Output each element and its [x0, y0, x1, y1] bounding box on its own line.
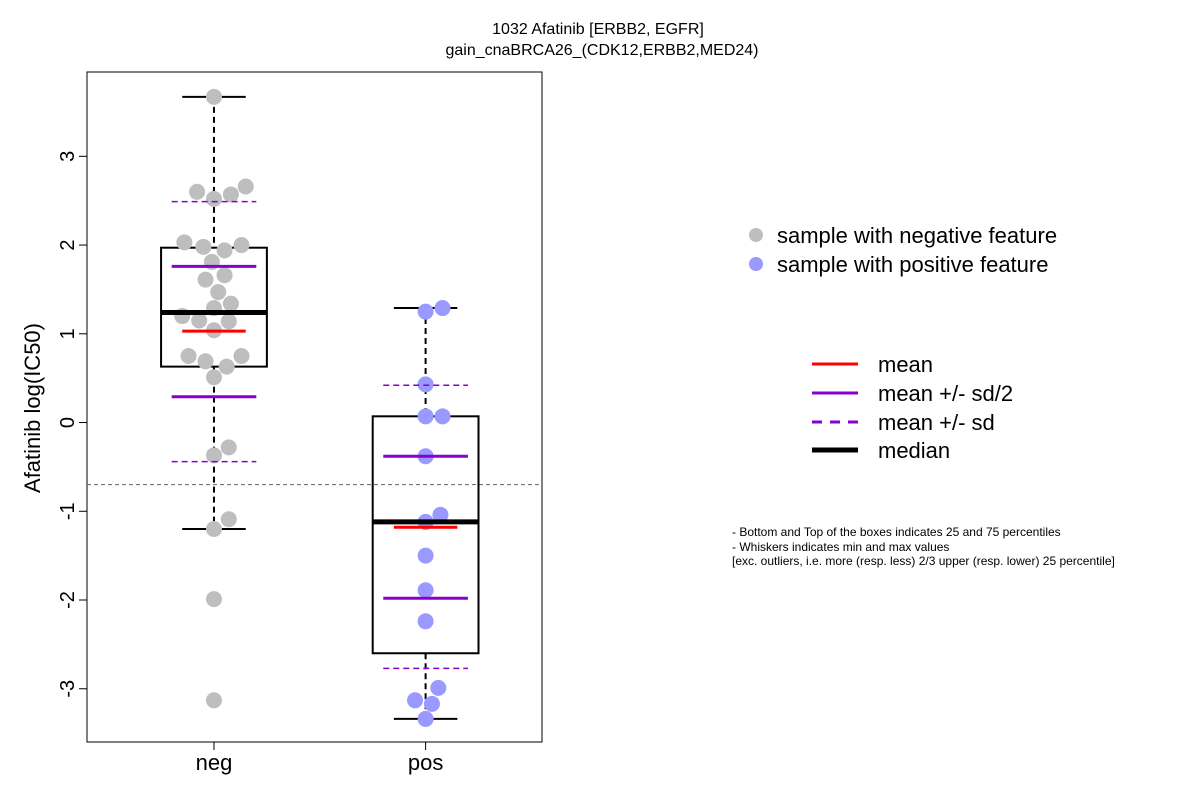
data-point: [205, 369, 222, 386]
data-point: [176, 234, 193, 251]
legend-negative-label: sample with negative feature: [777, 223, 1057, 248]
box-group-pos: [371, 300, 480, 727]
data-point: [430, 679, 447, 696]
data-point: [216, 242, 233, 259]
legend-sd-label: mean +/- sd: [878, 410, 995, 435]
y-tick-label: 0: [57, 417, 79, 428]
data-point: [205, 447, 222, 464]
y-tick-label: 2: [57, 239, 79, 250]
data-point: [434, 300, 451, 317]
data-point: [180, 347, 197, 364]
data-point: [189, 183, 206, 200]
legend-positive-label: sample with positive feature: [777, 252, 1048, 277]
data-point: [205, 591, 222, 608]
boxes-group: [160, 88, 480, 727]
data-point: [417, 408, 434, 425]
data-point: [233, 237, 250, 254]
y-tick-label: -1: [57, 502, 79, 520]
legend-points: sample with negative feature sample with…: [749, 223, 1057, 277]
legend-positive-marker: [749, 257, 763, 271]
legend-lines: mean mean +/- sd/2 mean +/- sd median: [812, 352, 1013, 463]
data-point: [407, 692, 424, 709]
x-tick-label: pos: [408, 750, 443, 775]
y-axis-label: Afatinib log(IC50): [20, 323, 45, 493]
y-tick-label: -2: [57, 591, 79, 609]
data-point: [210, 284, 227, 301]
data-point: [233, 347, 250, 364]
data-point: [423, 695, 440, 712]
data-point: [216, 267, 233, 284]
data-point: [220, 313, 237, 330]
notes: - Bottom and Top of the boxes indicates …: [732, 525, 1115, 568]
box-group-neg: [160, 88, 268, 709]
data-point: [417, 547, 434, 564]
legend-median-label: median: [878, 438, 950, 463]
data-point: [222, 186, 239, 203]
note-line-1: - Bottom and Top of the boxes indicates …: [732, 525, 1061, 539]
data-point: [197, 353, 214, 370]
data-point: [205, 521, 222, 538]
legend-mean-label: mean: [878, 352, 933, 377]
legend-negative-marker: [749, 228, 763, 242]
note-line-3: [exc. outliers, i.e. more (resp. less) 2…: [732, 554, 1115, 568]
box-iqr: [160, 246, 268, 368]
data-point: [417, 376, 434, 393]
data-point: [417, 710, 434, 727]
chart-title: 1032 Afatinib [ERBB2, EGFR]: [492, 21, 704, 38]
legend-halfsd-label: mean +/- sd/2: [878, 381, 1013, 406]
data-point: [417, 303, 434, 320]
plot-frame: [86, 71, 543, 743]
y-tick-label: 3: [57, 151, 79, 162]
data-point: [417, 613, 434, 630]
y-tick-label: 1: [57, 328, 79, 339]
x-axis: neg pos: [196, 742, 443, 775]
data-point: [205, 190, 222, 207]
x-tick-label: neg: [196, 750, 233, 775]
data-point: [195, 238, 212, 255]
note-line-2: - Whiskers indicates min and max values: [732, 540, 949, 554]
data-point: [434, 408, 451, 425]
data-point: [220, 511, 237, 528]
data-point: [237, 178, 254, 195]
data-point: [417, 582, 434, 599]
data-point: [205, 692, 222, 709]
data-point: [220, 439, 237, 456]
data-point: [197, 271, 214, 288]
data-point: [222, 295, 239, 312]
data-point: [191, 312, 208, 329]
data-point: [205, 88, 222, 105]
chart-subtitle: gain_cnaBRCA26_(CDK12,ERBB2,MED24): [445, 42, 758, 59]
data-point: [432, 506, 449, 523]
data-point: [218, 358, 235, 375]
y-axis: 3 2 1 0 -1 -2 -3: [57, 151, 88, 698]
y-tick-label: -3: [57, 680, 79, 698]
